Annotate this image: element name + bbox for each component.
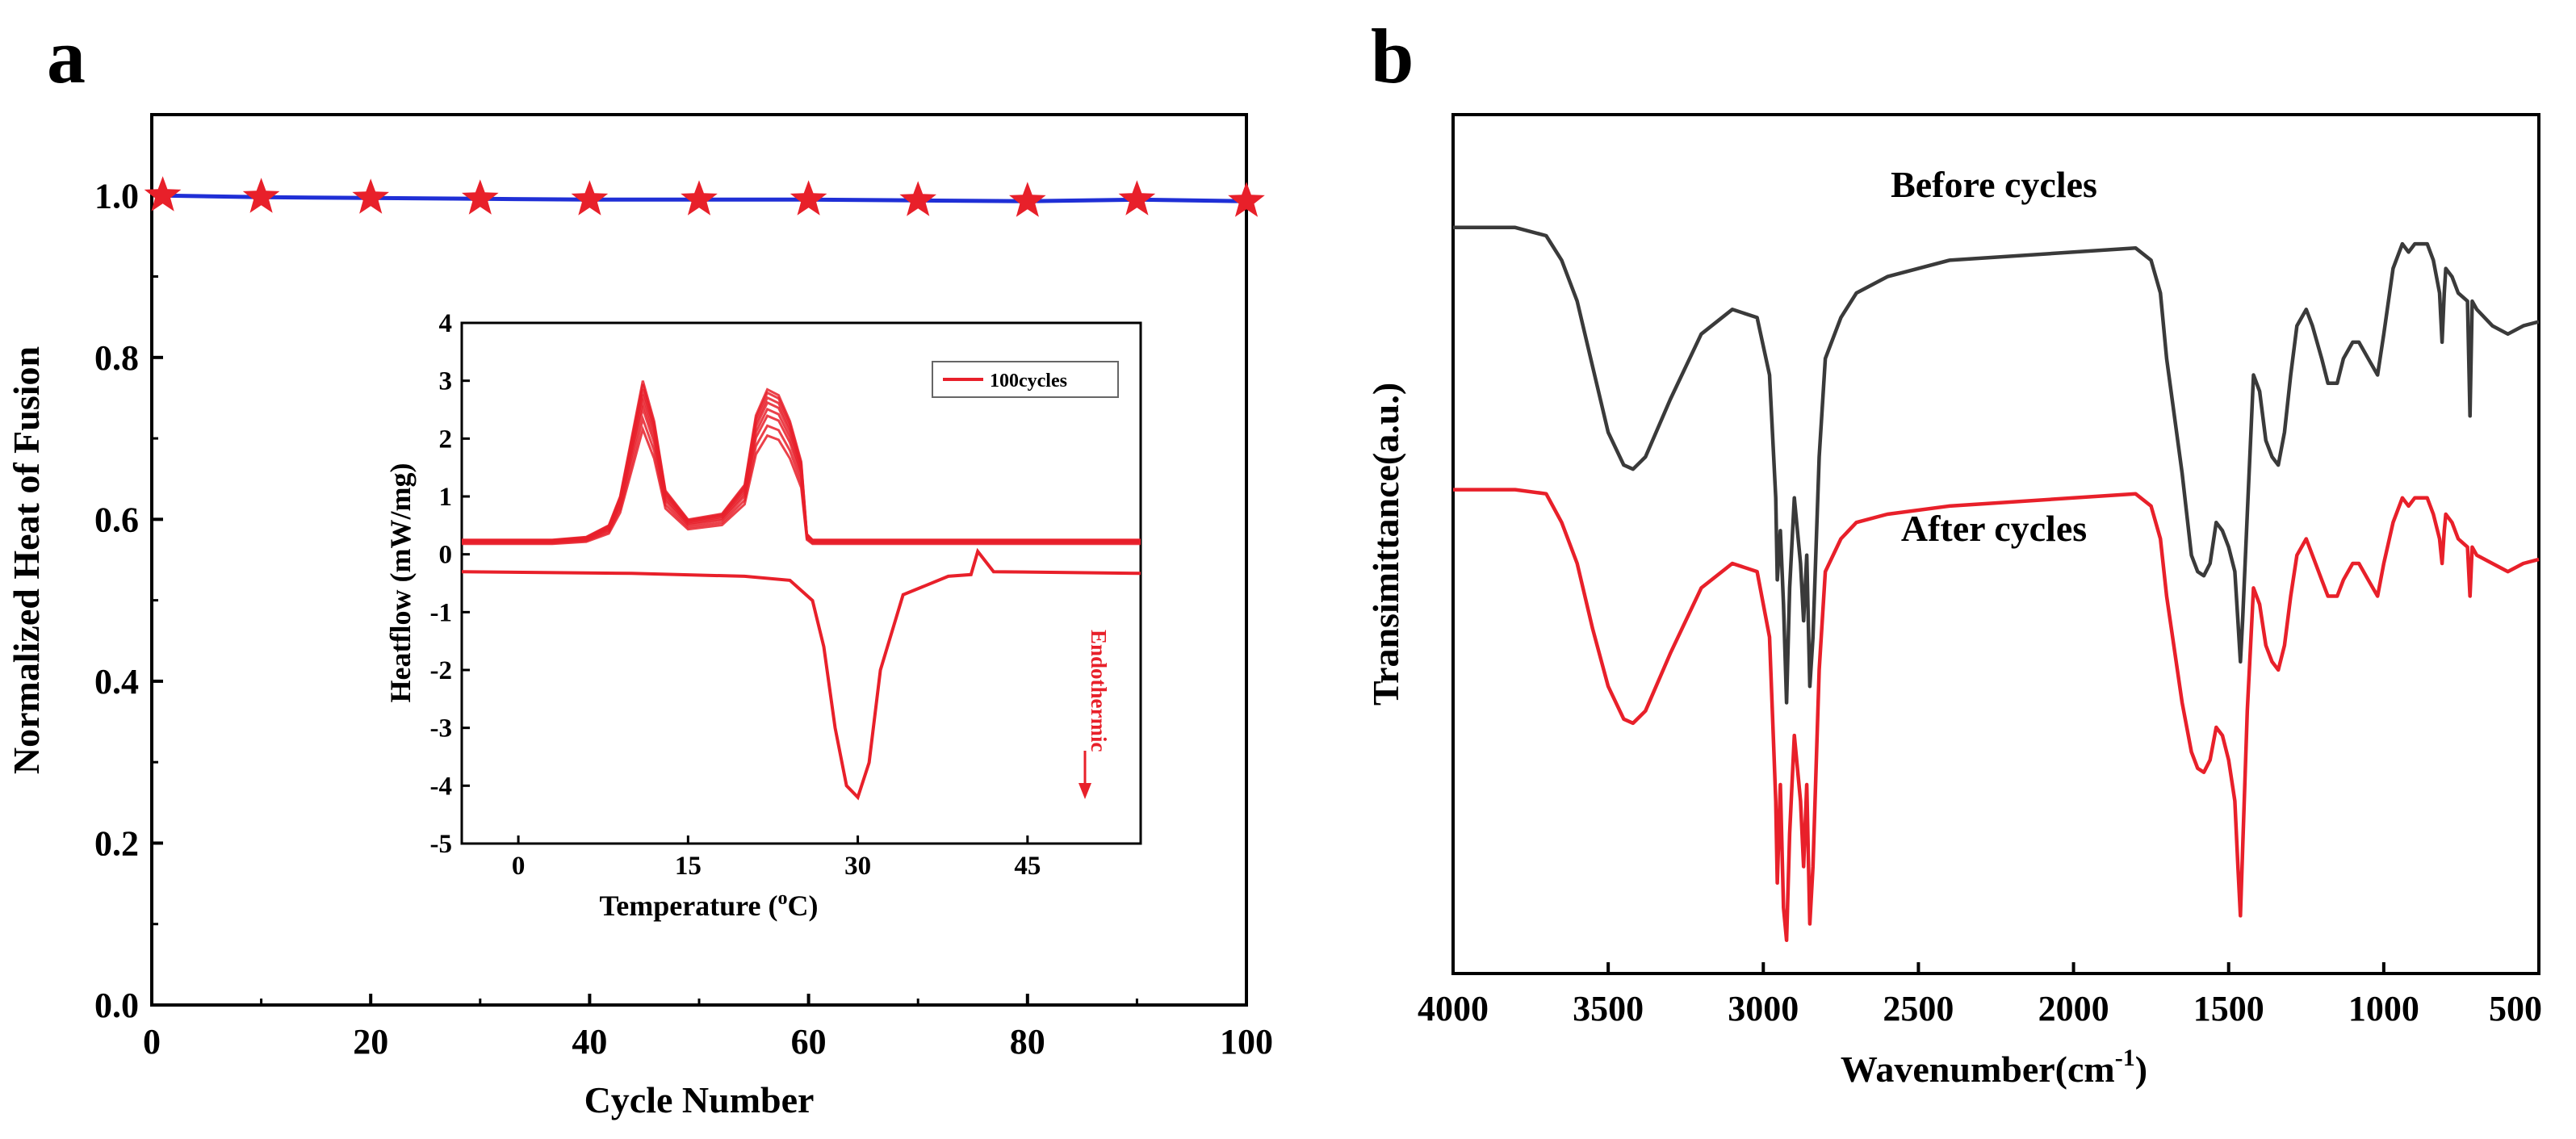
y-tick-label-a: 1.0 xyxy=(94,176,139,216)
y-tick-label-a: 0.2 xyxy=(94,823,139,863)
inset-y-tick-label: -1 xyxy=(430,598,453,627)
x-tick-label-b: 1500 xyxy=(2193,989,2264,1028)
inset-y-tick-label: 0 xyxy=(439,541,453,570)
y-axis-title-b: Transimittance(a.u.) xyxy=(1365,383,1406,706)
plot-frame-b xyxy=(1451,113,2540,975)
inset-y-tick-label: 4 xyxy=(439,309,453,338)
inset-x-tick-label: 45 xyxy=(1014,852,1041,881)
star-marker xyxy=(899,181,936,216)
axis-ticks-a: 0 20 40 60 80 1000.00.20.40.60.81.0 xyxy=(94,113,1273,1062)
star-marker xyxy=(462,179,499,215)
x-tick-label-a: 80 xyxy=(1010,1022,1045,1062)
x-tick-label-b: 2000 xyxy=(2038,989,2109,1028)
star-marker xyxy=(352,178,389,214)
y-tick-label-a: 0.4 xyxy=(94,662,139,701)
x-axis-title-b: Wavenumber(cm-1) xyxy=(1841,1045,2147,1090)
star-marker xyxy=(144,176,182,211)
x-tick-label-a: 100 xyxy=(1220,1022,1273,1062)
star-marker xyxy=(571,180,609,216)
y-tick-label-a: 0.0 xyxy=(94,986,139,1025)
star-marker xyxy=(1118,180,1156,216)
label-after-cycles: After cycles xyxy=(1901,508,2087,549)
y-tick-label-a: 0.6 xyxy=(94,500,139,539)
inset-y-tick-label: -5 xyxy=(430,830,453,859)
inset-axis-ticks: 0 15 30 45 -5 -4 -3 -2 -1 0 1 2 3 4 xyxy=(430,309,1041,881)
inset-y-axis-title: Heatflow (mW/mg) xyxy=(384,463,417,703)
panel-label-b: b xyxy=(1371,13,1414,99)
x-tick-label-b: 3000 xyxy=(1728,989,1799,1028)
endothermic-annotation: Endothermic xyxy=(1087,630,1111,752)
inset-x-tick-label: 15 xyxy=(675,852,702,881)
ftir-spectra xyxy=(1453,225,2540,943)
x-tick-label-b: 500 xyxy=(2489,989,2542,1028)
x-tick-label-b: 3500 xyxy=(1573,989,1644,1028)
panel-label-a: a xyxy=(47,13,86,99)
inset-frame xyxy=(460,321,1142,845)
label-before-cycles: Before cycles xyxy=(1891,164,2097,205)
star-marker xyxy=(1009,182,1046,217)
inset-y-tick-label: -2 xyxy=(430,656,453,685)
series-heat-of-fusion xyxy=(144,176,1265,217)
y-tick-label-a: 0.8 xyxy=(94,338,139,378)
inset-cooling-curve xyxy=(462,380,1141,542)
inset-x-tick-label: 0 xyxy=(512,852,526,881)
inset-curves xyxy=(461,380,1141,801)
inset-x-axis-title: Temperature (oC) xyxy=(600,888,819,922)
y-axis-title-a: Normalized Heat of Fusion xyxy=(6,346,47,774)
star-marker xyxy=(681,180,718,216)
star-marker xyxy=(1228,182,1265,217)
x-tick-label-a: 0 xyxy=(143,1022,161,1062)
x-tick-label-a: 20 xyxy=(353,1022,388,1062)
x-tick-label-b: 4000 xyxy=(1418,989,1489,1028)
inset-legend-label: 100cycles xyxy=(990,371,1067,392)
star-marker xyxy=(790,180,827,216)
spectrum-before-cycles xyxy=(1453,225,2540,705)
inset-y-tick-label: 3 xyxy=(439,367,453,396)
inset-x-tick-label: 30 xyxy=(844,852,871,881)
axis-ticks-b: 4000 3500 3000 2500 2000 1500 1000 500 xyxy=(1418,962,2542,1028)
inset-y-tick-label: 1 xyxy=(439,483,453,512)
x-tick-label-a: 40 xyxy=(572,1022,607,1062)
spectrum-after-cycles xyxy=(1453,488,2540,943)
endothermic-arrow-head xyxy=(1079,783,1091,799)
x-axis-title-a: Cycle Number xyxy=(584,1079,815,1120)
inset-y-tick-label: 2 xyxy=(439,425,453,454)
x-tick-label-b: 1000 xyxy=(2348,989,2419,1028)
inset-y-tick-label: -4 xyxy=(430,772,453,801)
x-tick-label-b: 2500 xyxy=(1883,989,1954,1028)
inset-y-tick-label: -3 xyxy=(430,714,453,743)
star-marker xyxy=(242,178,280,213)
x-tick-label-a: 60 xyxy=(791,1022,827,1062)
inset-heating-curve xyxy=(461,547,1141,801)
